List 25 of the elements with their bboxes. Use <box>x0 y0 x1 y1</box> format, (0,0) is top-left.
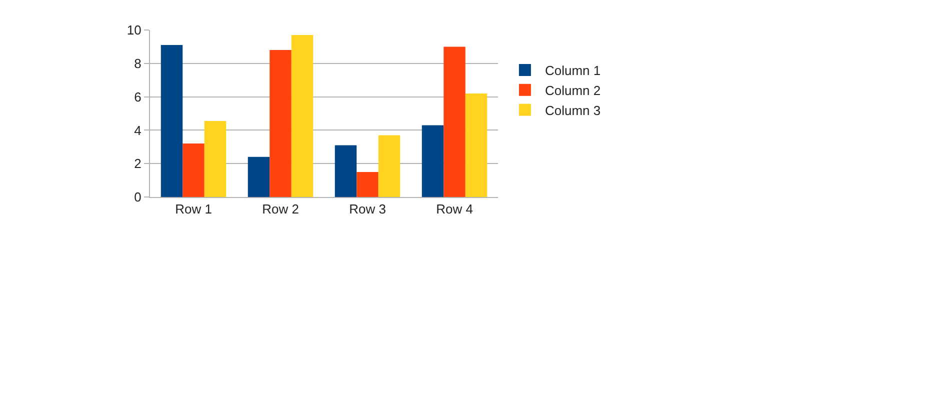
bar <box>160 45 183 197</box>
bar <box>356 172 378 197</box>
bar <box>291 35 314 197</box>
legend-label: Column 1 <box>544 63 601 78</box>
y-tick-label: 4 <box>134 122 142 138</box>
y-tick-label: 0 <box>134 190 142 205</box>
bar <box>204 121 226 197</box>
legend-label: Column 3 <box>544 102 601 118</box>
bar <box>378 135 400 197</box>
x-tick-label: Row 4 <box>436 202 473 217</box>
x-tick-label: Row 2 <box>262 202 299 217</box>
bar <box>182 144 204 197</box>
legend-label: Column 2 <box>544 82 601 98</box>
bar <box>270 50 292 197</box>
bar <box>334 145 357 197</box>
bar <box>444 46 466 197</box>
bar <box>465 93 488 197</box>
y-tick-label: 2 <box>134 156 142 172</box>
bar <box>422 125 444 197</box>
bar <box>248 156 270 197</box>
x-tick-label: Row 3 <box>349 202 386 217</box>
y-tick-label: 8 <box>134 56 142 71</box>
y-tick-label: 10 <box>126 22 142 38</box>
x-tick-label: Row 1 <box>175 202 212 217</box>
y-tick-label: 6 <box>134 89 142 104</box>
